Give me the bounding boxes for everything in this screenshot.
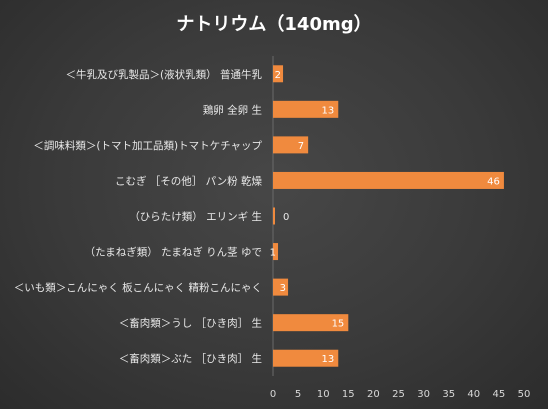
x-tick-label: 5: [295, 389, 301, 400]
category-label: ＜いも類＞こんにゃく 板こんにゃく 精粉こんにゃく: [14, 281, 262, 294]
category-label: （ひらたけ類） エリンギ 生: [129, 210, 262, 223]
x-tick-label: 15: [342, 389, 355, 400]
data-label: 3: [280, 283, 286, 294]
bar: [273, 136, 309, 154]
category-label: ＜畜肉類＞ぶた ［ひき肉］ 生: [119, 352, 262, 365]
x-tick-label: 0: [270, 389, 276, 400]
x-tick-label: 10: [317, 389, 330, 400]
category-label: ＜畜肉類＞うし ［ひき肉］ 生: [119, 317, 262, 330]
bar: [273, 100, 339, 118]
category-label: こむぎ ［その他］ パン粉 乾燥: [115, 174, 263, 187]
category-label: ＜牛乳及び乳製品＞(液状乳類） 普通牛乳: [66, 68, 263, 81]
data-label: 7: [298, 141, 304, 152]
data-label: 46: [487, 176, 500, 187]
x-tick-label: 45: [493, 389, 506, 400]
category-label: ＜調味料類＞(トマト加工品類)トマトケチャップ: [33, 139, 262, 152]
x-tick-label: 20: [367, 389, 380, 400]
bar: [273, 65, 284, 83]
data-label: 0: [283, 212, 289, 223]
data-label: 15: [332, 319, 345, 330]
bar: [273, 171, 504, 189]
category-label: （たまねぎ類） たまねぎ りん茎 ゆで: [85, 246, 262, 259]
bar: [273, 243, 279, 261]
data-label: 13: [322, 354, 335, 365]
bar: [273, 278, 289, 296]
data-label: 1: [270, 248, 276, 259]
category-label: 鶏卵 全卵 生: [203, 103, 262, 116]
x-tick-label: 50: [518, 389, 531, 400]
chart-title: ナトリウム（140mg）: [176, 14, 371, 35]
x-tick-label: 30: [417, 389, 430, 400]
x-tick-label: 25: [392, 389, 405, 400]
data-label: 2: [275, 70, 281, 81]
bar: [273, 207, 275, 225]
bar: [273, 349, 339, 367]
plot-area: 0 5 10 15 20 25 30 35 40 45 50＜牛乳及び乳製品＞(液状乳類） 普通牛乳…: [14, 56, 531, 400]
x-tick-label: 40: [467, 389, 480, 400]
data-label: 13: [322, 105, 335, 116]
bar: [273, 314, 349, 332]
x-tick-label: 35: [442, 389, 455, 400]
